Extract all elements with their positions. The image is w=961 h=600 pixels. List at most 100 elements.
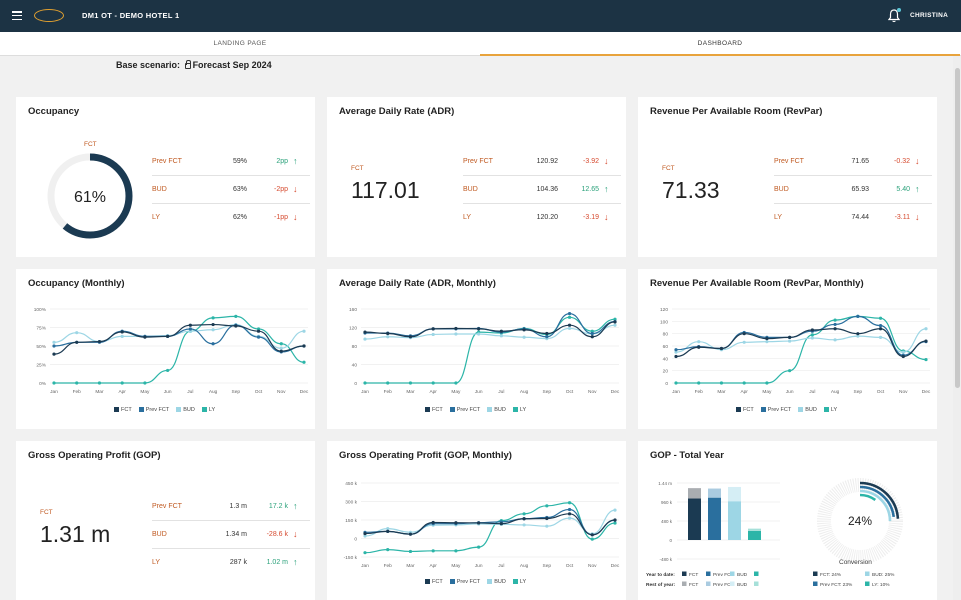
data-point [613, 323, 617, 327]
menu-icon[interactable] [12, 11, 22, 21]
app-logo[interactable] [34, 9, 64, 22]
legend-label: LY [208, 407, 216, 413]
kpi-row-value: 59% [232, 158, 247, 165]
tab-dashboard[interactable]: DASHBOARD [480, 32, 960, 56]
series-line [53, 324, 305, 353]
legend-item[interactable]: Prev FCT [449, 407, 481, 413]
scenario-value[interactable]: Forecast Sep 2024 [192, 60, 272, 70]
bar-rest-of-year [748, 528, 761, 531]
legend-item[interactable]: FCT [114, 407, 132, 413]
legend-item[interactable]: FCT [425, 579, 443, 585]
arrow-up-icon: ↑ [915, 184, 920, 194]
data-point [166, 334, 170, 338]
legend-item[interactable]: BUD [487, 407, 506, 413]
series-line [675, 328, 927, 358]
card-title: Average Daily Rate (ADR, Monthly) [339, 278, 496, 289]
legend-swatch [706, 581, 711, 586]
data-point [52, 340, 56, 344]
data-point [719, 346, 724, 351]
bar-ytd [748, 530, 761, 540]
data-point [363, 551, 367, 555]
x-tick-label: Sep [854, 389, 863, 395]
legend-item[interactable]: Prev FCT [449, 579, 480, 585]
tab-landing-page[interactable]: LANDING PAGE [213, 40, 267, 47]
data-point [454, 549, 458, 553]
gop-card: Gross Operating Profit (GOP) FCT 1.31 m … [16, 441, 315, 600]
kpi-row-label: BUD [152, 186, 167, 193]
legend-swatch [798, 407, 804, 412]
x-tick-label: Mar [717, 389, 726, 395]
legend-item[interactable]: LY [512, 407, 526, 413]
legend-item[interactable]: Prev FCT [138, 407, 169, 413]
adr-monthly-chart: 0 40 80 120 160 Jan Feb Mar Apr May Jun Jul Aug Sep Oc… [349, 307, 620, 395]
legend-item[interactable]: LY [512, 579, 526, 585]
data-point [522, 328, 526, 332]
x-tick-label: Apr [740, 389, 748, 395]
legend-item[interactable]: LY [201, 407, 216, 413]
x-tick-label: Aug [520, 563, 529, 569]
kpi-row-value: 104.36 [536, 186, 558, 193]
legend-swatch [730, 581, 735, 586]
legend-label: Prev FCT [456, 407, 481, 413]
kpi-big-value: 71.33 [662, 177, 720, 203]
legend-swatch [487, 407, 493, 412]
fct-label: FCT [662, 165, 675, 172]
data-point [567, 326, 572, 331]
bar-ytd [708, 497, 721, 540]
ring-track [817, 478, 903, 564]
data-point [674, 348, 678, 352]
y-tick-label: 100% [34, 307, 47, 313]
legend-item[interactable]: Prev FCT [760, 407, 791, 413]
y-tick-label: 75% [36, 326, 46, 332]
scenario-label: Base scenario: [116, 60, 181, 70]
data-point [567, 315, 572, 319]
legend-item[interactable]: BUD [176, 407, 195, 413]
page-scrollbar[interactable] [953, 56, 961, 600]
legend-label: Prev FCT: 23% [820, 582, 853, 588]
legend-label: BUD [494, 407, 506, 413]
data-point [302, 329, 306, 333]
legend-item[interactable]: FCT [425, 407, 443, 413]
data-point [279, 346, 283, 350]
data-point [878, 327, 883, 331]
data-point [75, 331, 79, 335]
legend-swatch [176, 407, 182, 412]
legend-item[interactable]: FCT [736, 407, 754, 413]
series-line [676, 315, 927, 384]
data-point [431, 332, 435, 337]
data-point [742, 381, 746, 385]
x-tick-label: Mar [406, 389, 415, 395]
notification-bell-icon[interactable] [888, 9, 900, 23]
data-point [674, 354, 678, 359]
data-point [856, 332, 860, 336]
data-point [590, 335, 594, 339]
data-point [674, 381, 678, 385]
legend-swatch [813, 581, 818, 586]
y-tick-label: 20 [663, 369, 669, 375]
kpi-row-bud: BUD 1.34 m -28.6 k ↓ [152, 521, 310, 549]
data-point [878, 335, 883, 339]
x-tick-label: Nov [588, 389, 597, 395]
data-point [878, 316, 883, 320]
legend-item[interactable]: BUD [798, 407, 817, 413]
kpi-row-label: BUD [774, 186, 789, 193]
data-point [363, 381, 367, 385]
x-tick-label: Dec [611, 389, 620, 395]
user-name[interactable]: CHRISTINA [910, 12, 949, 19]
legend-item[interactable]: LY [823, 407, 837, 413]
legend-swatch [682, 581, 687, 586]
data-point [75, 340, 79, 344]
x-tick-label: Dec [300, 389, 309, 395]
data-point [522, 512, 526, 516]
data-point [697, 345, 701, 349]
kpi-big-value: 1.31 m [40, 521, 111, 547]
kpi-row-value: 71.65 [851, 158, 869, 165]
bar-ytd [728, 501, 741, 540]
data-point [590, 533, 594, 537]
y-tick-label: 100 [660, 319, 668, 325]
data-point [279, 349, 283, 353]
legend-item[interactable]: BUD [487, 579, 506, 585]
legend-swatch [425, 579, 430, 584]
x-tick-label: Oct [877, 389, 885, 395]
scrollbar-thumb[interactable] [954, 68, 960, 388]
